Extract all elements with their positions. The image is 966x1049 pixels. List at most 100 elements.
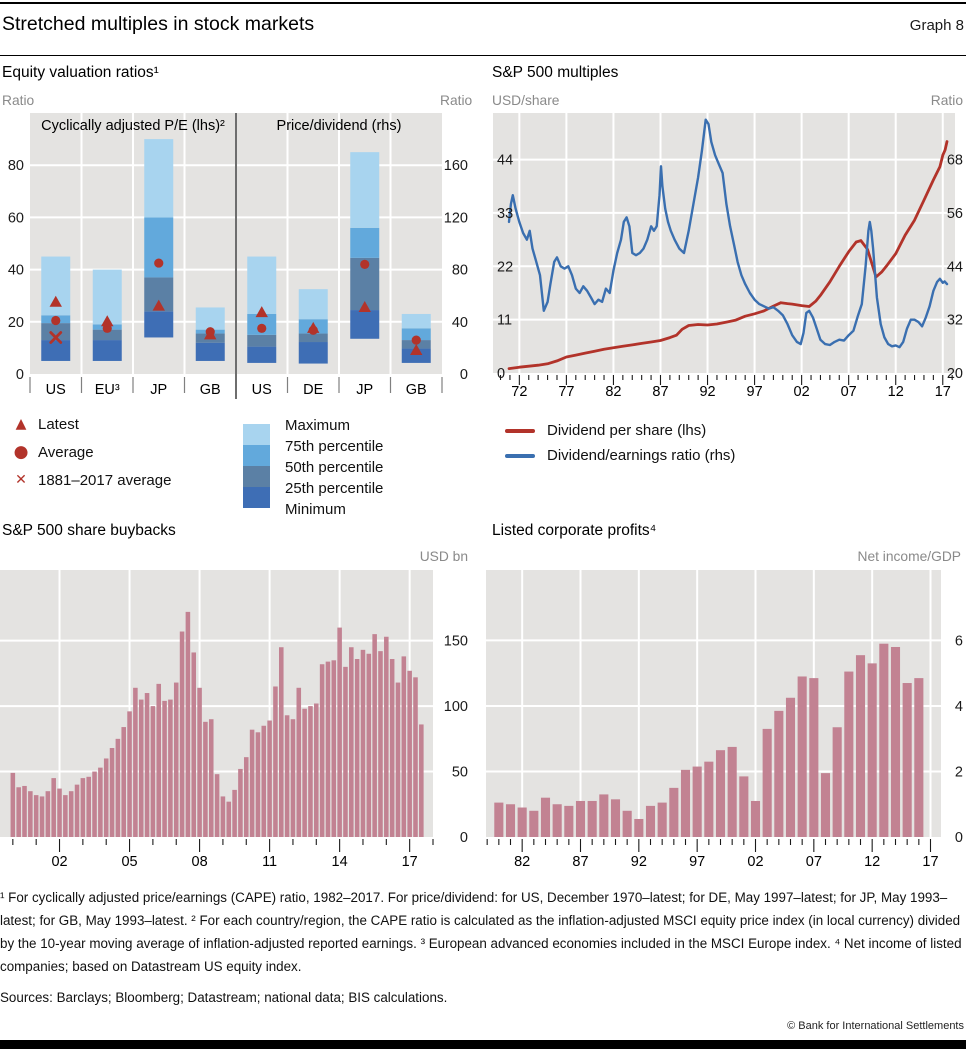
bar bbox=[360, 649, 366, 837]
percentile-band bbox=[298, 289, 328, 320]
latest-marker bbox=[410, 344, 423, 356]
bar bbox=[587, 800, 597, 837]
bar bbox=[704, 761, 714, 837]
bar bbox=[80, 778, 86, 837]
bar bbox=[343, 666, 348, 837]
bar bbox=[855, 655, 866, 837]
bar bbox=[173, 682, 179, 837]
figure-title: Stretched multiples in stock markets bbox=[2, 13, 315, 35]
plot-background bbox=[493, 113, 955, 373]
y-axis-label-left: 33 bbox=[497, 206, 513, 222]
band-label-50th: 50th percentile bbox=[285, 459, 384, 476]
bar bbox=[98, 767, 103, 837]
x-axis-label: 97 bbox=[689, 854, 705, 870]
percentile-band bbox=[298, 342, 328, 364]
bar bbox=[220, 796, 226, 837]
bar bbox=[692, 766, 702, 837]
bar bbox=[57, 788, 62, 837]
bar bbox=[51, 778, 56, 837]
country-label: DE bbox=[303, 382, 323, 398]
percentile-band bbox=[41, 340, 71, 361]
percentile-band bbox=[144, 139, 174, 218]
average-marker bbox=[51, 315, 61, 326]
latest-marker bbox=[204, 328, 217, 340]
latest-marker bbox=[101, 315, 114, 327]
bar bbox=[389, 659, 395, 837]
group-label-cape: Cyclically adjusted P/E (lhs)² bbox=[41, 118, 225, 134]
x-axis-label: 87 bbox=[572, 854, 588, 870]
y-axis-label-right: 120 bbox=[444, 210, 468, 226]
percentile-band bbox=[195, 342, 225, 361]
band-label-75th: 75th percentile bbox=[285, 438, 384, 455]
y-axis-label-left: 0 bbox=[16, 367, 24, 383]
x-axis-label: 12 bbox=[888, 384, 904, 400]
bar bbox=[162, 700, 167, 837]
bar bbox=[774, 710, 784, 837]
bar bbox=[290, 719, 296, 837]
bar bbox=[797, 676, 807, 837]
bar bbox=[22, 785, 27, 837]
multiples-line-legend: Dividend per share (lhs) Dividend/earnin… bbox=[505, 418, 735, 468]
panel-title-multiples: S&P 500 multiples bbox=[492, 64, 619, 81]
x-axis-label: 02 bbox=[51, 854, 67, 870]
title-rule bbox=[0, 55, 966, 56]
bar bbox=[86, 776, 91, 837]
bar bbox=[197, 687, 202, 837]
x-axis-label: 92 bbox=[699, 384, 715, 400]
bar bbox=[302, 708, 307, 837]
bar bbox=[92, 771, 97, 837]
panel-title-valuation: Equity valuation ratios¹ bbox=[2, 64, 159, 81]
x-axis-label: 17 bbox=[935, 384, 951, 400]
x-axis-label: 02 bbox=[747, 854, 763, 870]
country-label: GB bbox=[406, 382, 427, 398]
legend-label-dividend-earnings: Dividend/earnings ratio (rhs) bbox=[547, 447, 736, 464]
bar bbox=[214, 774, 220, 837]
country-label: EU³ bbox=[95, 382, 120, 398]
average-marker bbox=[411, 335, 421, 345]
bar bbox=[325, 661, 331, 837]
bar bbox=[255, 732, 261, 837]
bar bbox=[10, 772, 16, 837]
bar bbox=[296, 687, 302, 837]
bar bbox=[540, 797, 551, 837]
bar bbox=[401, 656, 407, 837]
red-line-swatch bbox=[505, 428, 535, 433]
bar bbox=[505, 804, 516, 837]
bar bbox=[413, 677, 418, 837]
y-axis-label-right: 80 bbox=[452, 263, 468, 279]
triangle-marker-icon: ▲ bbox=[15, 416, 27, 432]
bar bbox=[867, 663, 877, 837]
x-axis-label: 14 bbox=[332, 854, 348, 870]
bar bbox=[395, 682, 401, 837]
y-axis-label-right: 100 bbox=[444, 699, 468, 715]
bar bbox=[575, 800, 586, 837]
bar bbox=[384, 636, 389, 837]
percentile-band bbox=[92, 329, 122, 341]
unit-valuation-right: Ratio bbox=[440, 93, 473, 108]
bar bbox=[273, 686, 278, 837]
y-axis-label-left: 44 bbox=[497, 153, 513, 169]
bar bbox=[599, 794, 609, 837]
bar bbox=[249, 729, 255, 837]
legend-band-swatch-0 bbox=[243, 424, 270, 445]
latest-marker bbox=[255, 306, 268, 318]
legend-label-dividend-per-share: Dividend per share (lhs) bbox=[547, 422, 707, 439]
percentile-band bbox=[350, 310, 380, 339]
percentile-band bbox=[92, 340, 122, 361]
percentile-band bbox=[144, 311, 174, 338]
bar bbox=[314, 703, 319, 837]
bar bbox=[634, 818, 644, 837]
band-label-25th: 25th percentile bbox=[285, 480, 384, 497]
latest-marker bbox=[49, 295, 62, 307]
legend-band-swatch-1 bbox=[243, 445, 270, 466]
bar bbox=[372, 634, 377, 837]
x-axis-label: 07 bbox=[806, 854, 822, 870]
bar bbox=[517, 807, 527, 837]
bar bbox=[127, 711, 132, 837]
y-axis-label-right: 0 bbox=[460, 367, 468, 383]
bar bbox=[33, 795, 39, 837]
legend-band-swatch-3 bbox=[243, 487, 270, 508]
bar bbox=[208, 719, 214, 837]
bar bbox=[261, 725, 267, 837]
